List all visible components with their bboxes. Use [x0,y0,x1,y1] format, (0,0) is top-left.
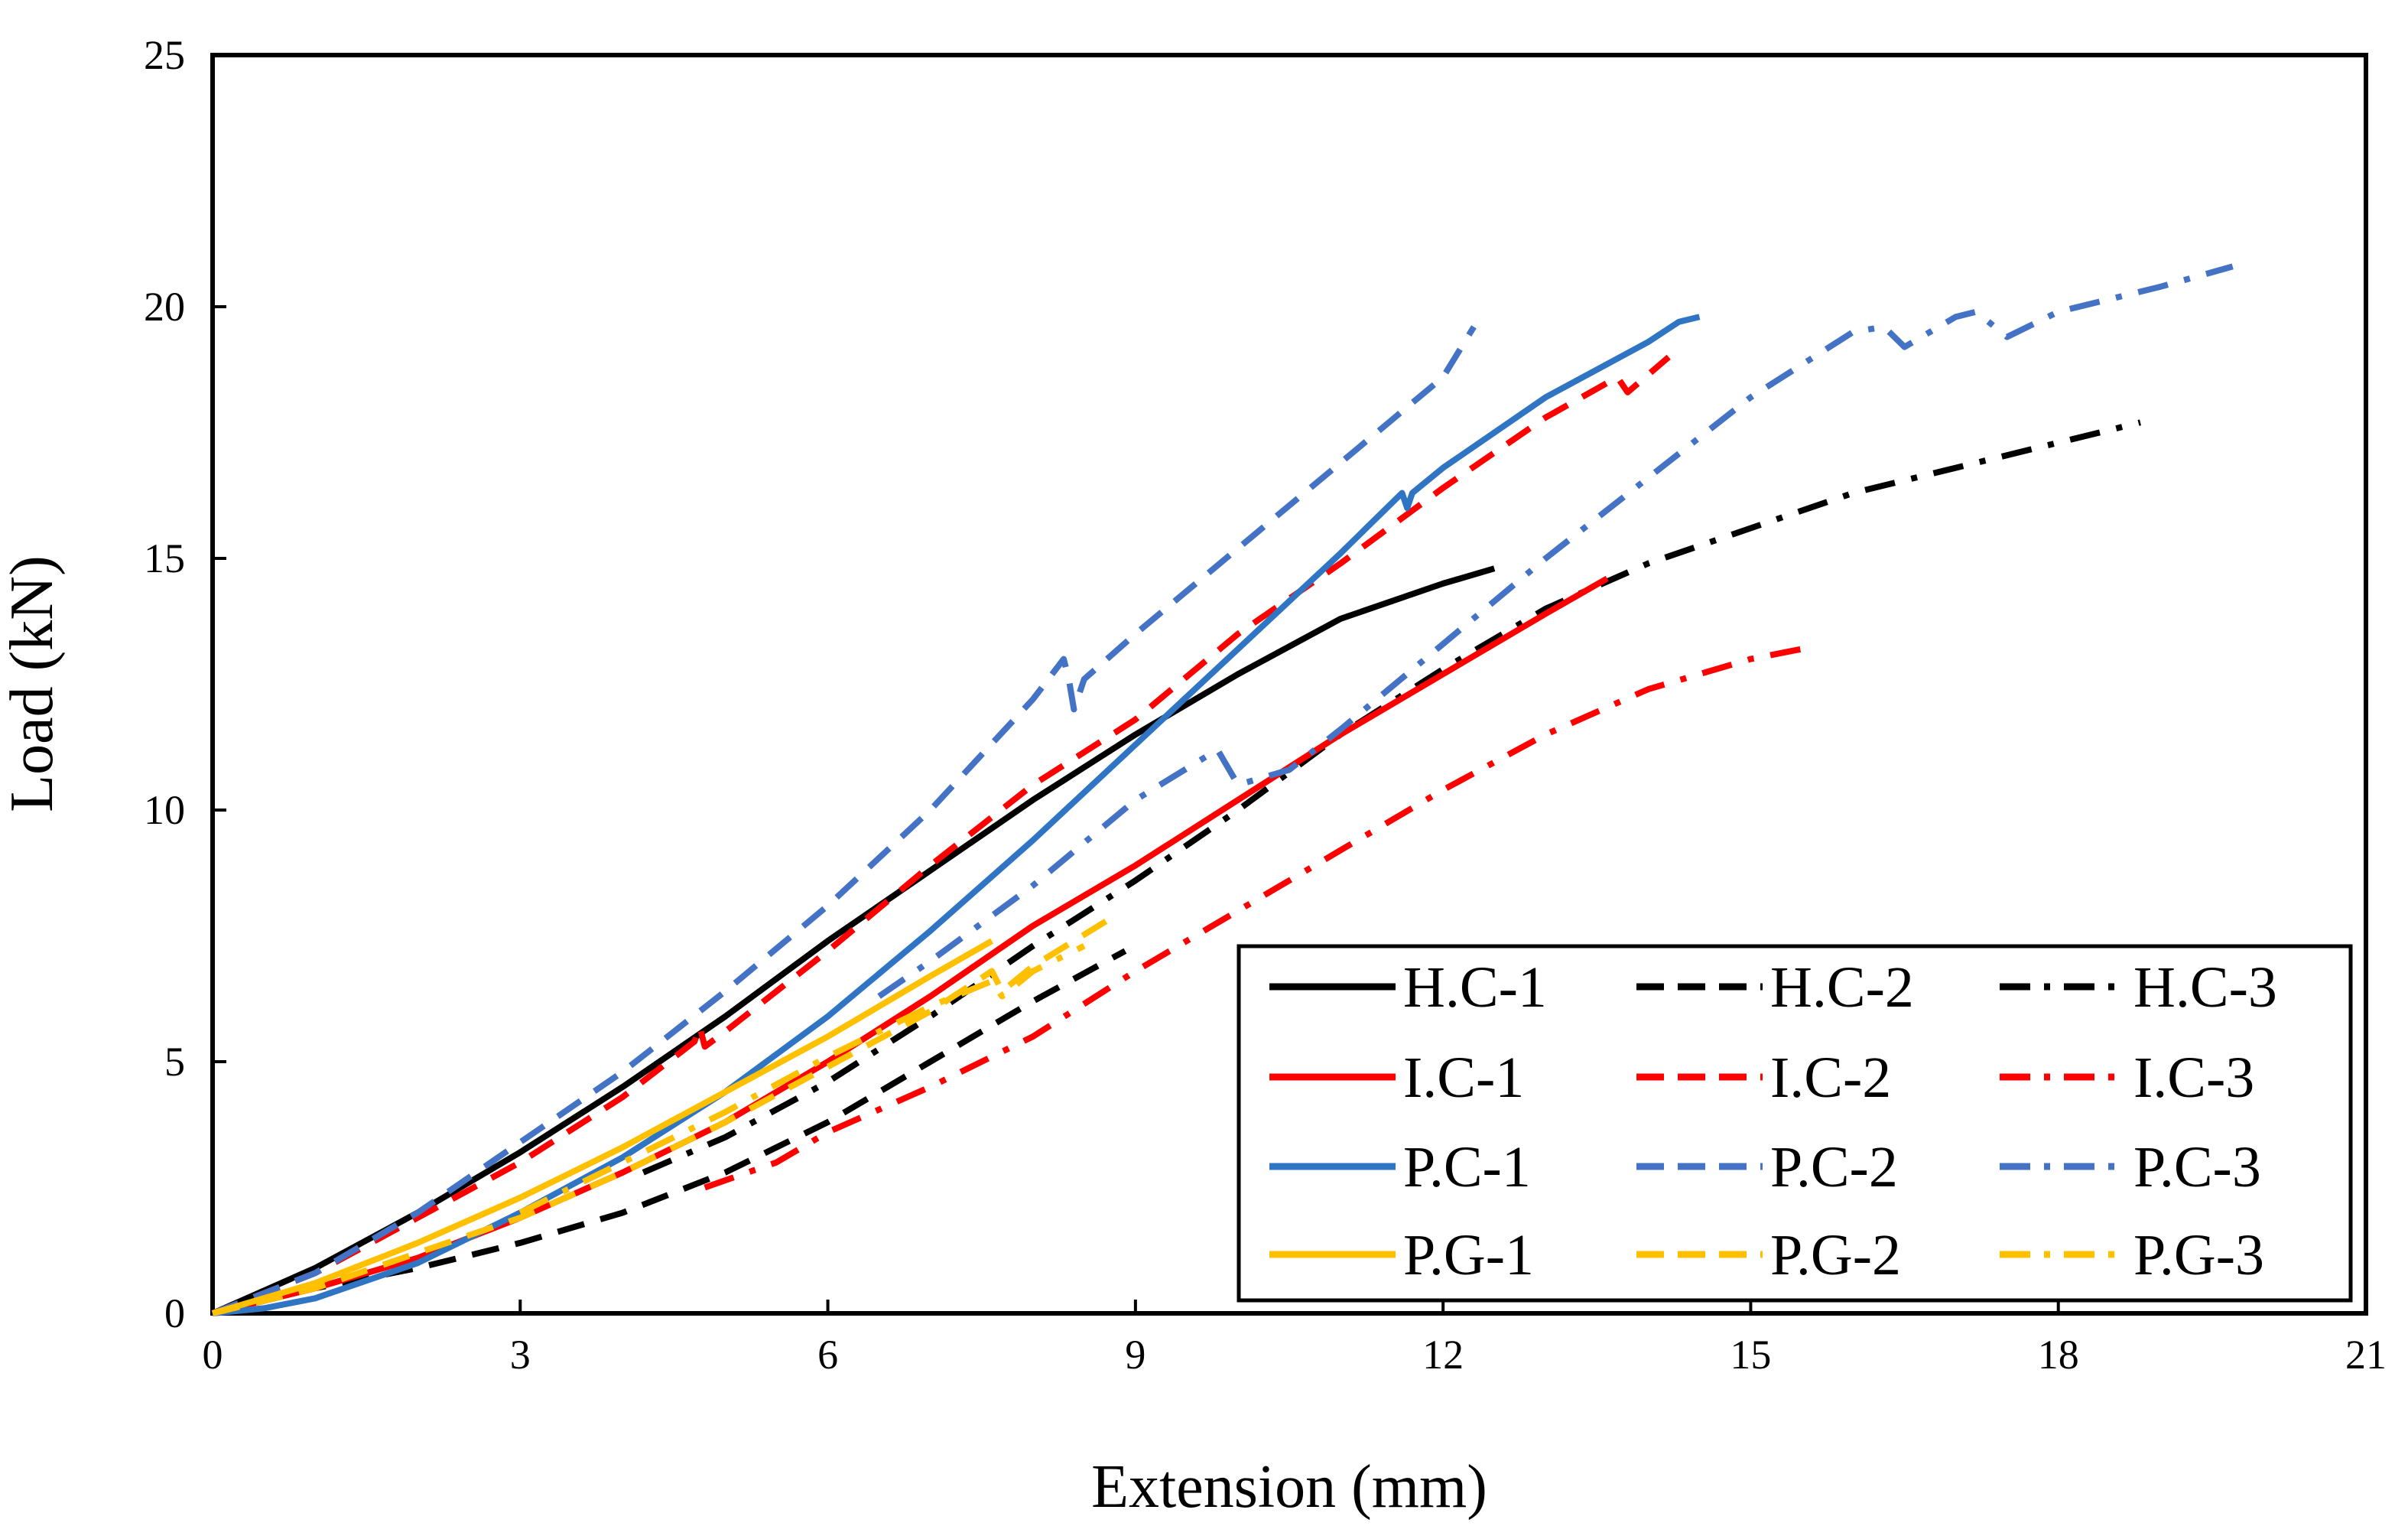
legend-label: P.G-1 [1403,1223,1534,1287]
x-axis-ticks: 0 3 6 9 12 15 18 21 [203,1300,2387,1378]
x-tick-label: 3 [510,1332,531,1378]
series-line-ic2 [211,354,1671,1316]
y-tick-label: 15 [144,535,185,581]
legend-label: P.C-1 [1403,1135,1531,1199]
y-tick-label: 25 [144,32,185,78]
series-line-pc1 [212,314,1701,1316]
series-line-pc3 [877,263,2234,999]
series-line-pg2 [212,913,1117,1316]
series-line-pc2 [211,325,1477,1316]
y-axis-ticks: 0 5 10 15 20 25 [144,32,226,1336]
x-tick-label: 18 [2038,1332,2079,1378]
y-axis-title: Load (kN) [0,555,66,812]
legend-frame [1236,944,2353,1303]
x-tick-label: 9 [1125,1332,1146,1378]
x-axis-title: Extension (mm) [1091,1453,1487,1521]
plot-area-frame [210,53,2368,1316]
y-tick-label: 0 [164,1290,185,1336]
x-tick-label: 15 [1730,1332,1771,1378]
series-line-pg1 [211,938,994,1316]
y-tick-label: 20 [144,284,185,330]
legend-label: P.C-3 [2133,1135,2261,1199]
legend-label: H.C-2 [1770,955,1914,1020]
legend-label: P.C-2 [1770,1135,1898,1199]
y-tick-label: 5 [164,1039,185,1085]
legend-label: P.G-3 [2133,1223,2264,1287]
series-line-ic3 [704,646,1803,1191]
x-tick-label: 12 [1422,1332,1464,1378]
x-tick-label: 21 [2345,1332,2387,1378]
legend-label: I.C-3 [2133,1046,2254,1110]
series-layer [211,263,2234,1316]
legend-label: I.C-1 [1403,1046,1524,1110]
legend: H.C-1 H.C-2 H.C-3 I.C-1 I.C-2 I.C-3 P.C-1 P.C-2… [1236,944,2353,1303]
series-line-hc2 [212,948,1127,1316]
x-tick-label: 6 [817,1332,838,1378]
legend-label: P.G-2 [1770,1223,1901,1287]
legend-label: H.C-3 [2133,955,2277,1020]
series-line-pg3 [518,943,1086,1215]
legend-label: I.C-2 [1770,1046,1891,1110]
x-tick-label: 0 [203,1332,223,1378]
legend-label: H.C-1 [1403,955,1547,1020]
y-tick-label: 10 [144,787,185,833]
